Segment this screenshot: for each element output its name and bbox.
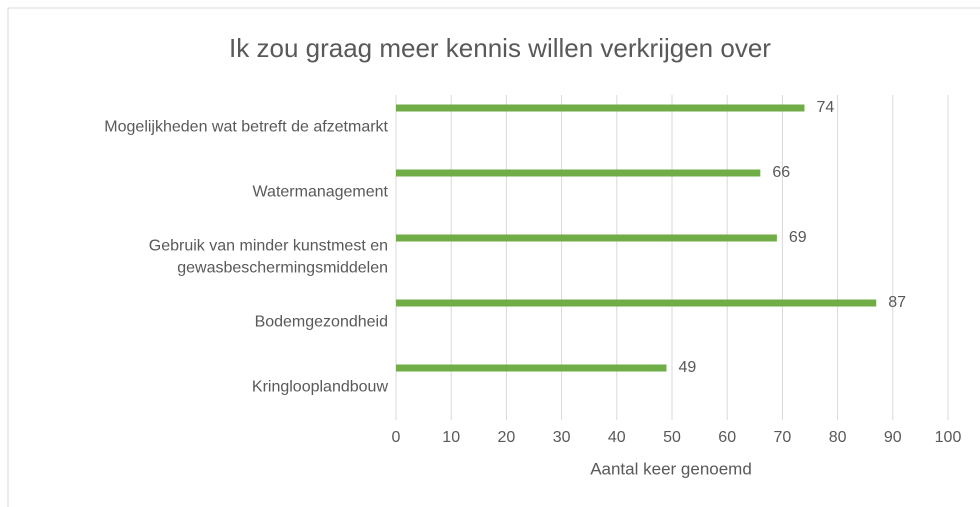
x-tick-label: 10 (442, 429, 460, 446)
bar (396, 364, 667, 372)
x-tick-label: 70 (774, 429, 792, 446)
y-tick-label: Watermanagement (253, 184, 389, 201)
x-tick-label: 50 (663, 429, 681, 446)
x-axis-label: Aantal keer genoemd (590, 459, 752, 478)
x-tick-label: 20 (498, 429, 516, 446)
y-tick-label: Kringlooplandbouw (252, 379, 389, 396)
y-tick-label: Mogelijkheden wat betreft de afzetmarkt (104, 119, 388, 136)
y-tick-label: Bodemgezondheid (255, 314, 388, 331)
y-tick-label: Gebruik van minder kunstmest en gewasbesc… (149, 238, 388, 277)
x-tick-label: 100 (935, 429, 962, 446)
x-tick-label: 80 (829, 429, 847, 446)
x-tick-label: 30 (553, 429, 571, 446)
bar (396, 299, 877, 307)
value-label: 66 (772, 164, 790, 181)
value-label: 74 (816, 99, 834, 116)
chart-title: Ik zou graag meer kennis willen verkrijg… (229, 33, 771, 63)
bar (396, 169, 761, 177)
bar (396, 234, 777, 242)
bar (396, 104, 805, 112)
x-tick-label: 90 (884, 429, 902, 446)
value-label: 49 (678, 359, 696, 376)
x-tick-label: 40 (608, 429, 626, 446)
chart-frame (7, 7, 980, 507)
x-tick-label: 60 (718, 429, 736, 446)
x-tick-label: 0 (392, 429, 401, 446)
value-label: 69 (789, 229, 807, 246)
value-label: 87 (888, 294, 906, 311)
